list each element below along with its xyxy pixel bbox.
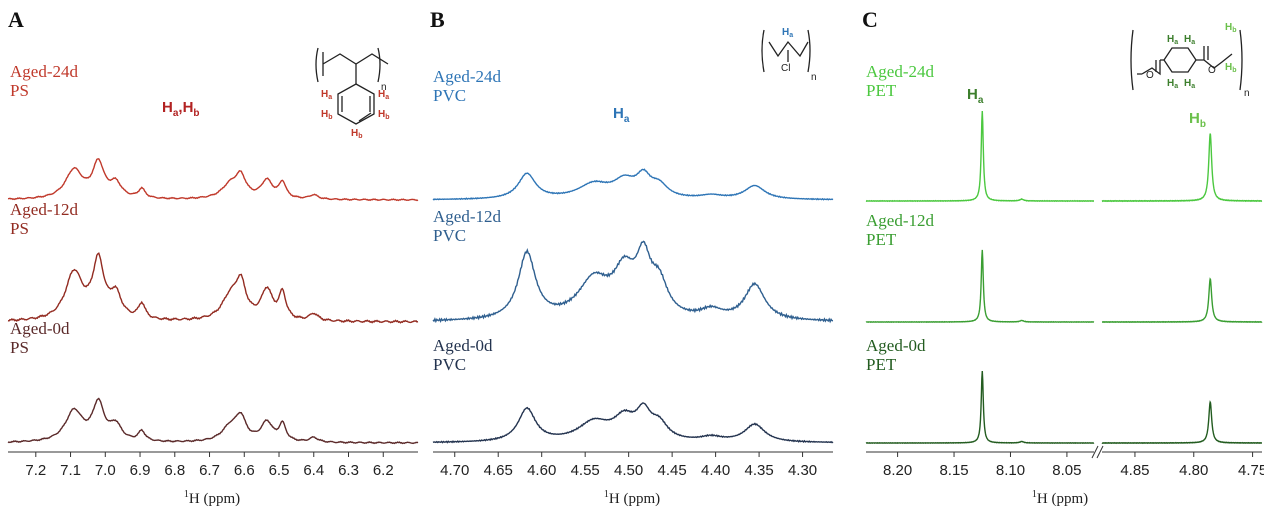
pvc-tick-label-2: 4.60 xyxy=(527,462,556,479)
trace-label-pet-24d: Aged-24d xyxy=(866,62,934,81)
pvc-tick-label-7: 4.35 xyxy=(744,462,773,479)
trace-label-ps-0d: Aged-0d xyxy=(10,319,70,338)
pvc-trace-0 xyxy=(432,168,834,201)
pet-trace-right-0 xyxy=(1101,133,1263,203)
pvc-trace-1 xyxy=(432,240,834,324)
ps-trace-0 xyxy=(7,158,419,202)
trace-label-ps-12d: Aged-12d xyxy=(10,200,78,219)
svg-text:n: n xyxy=(1244,88,1250,99)
trace-label-pet-12d-polymer: PET xyxy=(866,230,897,249)
trace-label-pvc-24d: Aged-24d xyxy=(433,67,501,86)
ps-tick-label-3: 6.9 xyxy=(130,462,151,479)
svg-text:Hb: Hb xyxy=(1225,62,1237,74)
svg-text:Ha: Ha xyxy=(378,89,389,101)
panel-letter-c: C xyxy=(862,7,878,32)
ps-tick-label-4: 6.8 xyxy=(164,462,185,479)
ps-tick-label-7: 6.5 xyxy=(269,462,290,479)
panel-letter-b: B xyxy=(430,7,445,32)
trace-label-pet-0d: Aged-0d xyxy=(866,336,926,355)
pet-trace-left-0 xyxy=(865,110,1095,203)
axis-break-mark xyxy=(1091,445,1104,459)
svg-text:Ha: Ha xyxy=(1184,78,1195,90)
pvc-trace-2 xyxy=(432,402,834,444)
panel-a: A Aged-24d PS Aged-12d PS Aged-0d PS Ha,… xyxy=(7,7,419,507)
svg-text:n: n xyxy=(811,72,817,83)
ps-tick-label-1: 7.1 xyxy=(60,462,81,479)
ps-trace-1 xyxy=(7,252,419,324)
x-axis-title-b: 1H (ppm) xyxy=(604,489,660,507)
pet-tick-label-right-2: 4.75 xyxy=(1238,462,1264,479)
svg-text:Hb: Hb xyxy=(1225,22,1237,34)
spectra-pvc xyxy=(432,168,834,444)
pvc-tick-label-5: 4.45 xyxy=(658,462,687,479)
ps-tick-label-5: 6.7 xyxy=(199,462,220,479)
pet-tick-label-right-1: 4.80 xyxy=(1179,462,1208,479)
svg-text:Ha: Ha xyxy=(782,27,793,39)
pet-trace-left-2 xyxy=(865,370,1095,445)
peak-label-pvc: Ha xyxy=(613,105,630,125)
ps-tick-label-9: 6.3 xyxy=(338,462,359,479)
trace-label-ps-12d-polymer: PS xyxy=(10,219,29,238)
panel-letter-a: A xyxy=(8,7,24,32)
trace-label-pvc-12d-polymer: PVC xyxy=(433,226,466,245)
pet-tick-label-left-1: 8.15 xyxy=(939,462,968,479)
pet-structure: O O Ha Ha Ha Ha Hb Hb n xyxy=(1130,22,1250,99)
pet-trace-right-1 xyxy=(1101,277,1263,324)
x-ticks-a: 7.2 7.1 7.0 6.9 6.8 6.7 6.6 6.5 6.4 6.3 6.2 xyxy=(25,452,394,479)
trace-label-pet-12d: Aged-12d xyxy=(866,211,934,230)
pet-trace-left-1 xyxy=(865,249,1095,324)
peak-label-pet-hb: Hb xyxy=(1189,110,1206,130)
x-ticks-b: 4.70 4.65 4.60 4.55 4.50 4.45 4.40 4.35 4.30 xyxy=(440,452,817,479)
trace-label-ps-24d: Aged-24d xyxy=(10,62,78,81)
trace-label-pvc-0d-polymer: PVC xyxy=(433,355,466,374)
svg-text:n: n xyxy=(381,82,387,93)
pet-tick-label-right-0: 4.85 xyxy=(1120,462,1149,479)
ps-tick-label-10: 6.2 xyxy=(373,462,394,479)
spectra-ps xyxy=(7,158,419,445)
trace-label-ps-0d-polymer: PS xyxy=(10,338,29,357)
trace-label-ps-24d-polymer: PS xyxy=(10,81,29,100)
svg-text:Cl: Cl xyxy=(781,63,790,74)
trace-label-pvc-12d: Aged-12d xyxy=(433,207,501,226)
spectra-pet xyxy=(865,110,1263,445)
svg-text:Hb: Hb xyxy=(321,109,333,121)
pvc-tick-label-6: 4.40 xyxy=(701,462,730,479)
svg-text:Ha: Ha xyxy=(1167,78,1178,90)
panel-c: C Aged-24d PET Aged-12d PET Aged-0d PET … xyxy=(862,7,1264,507)
trace-label-pvc-24d-polymer: PVC xyxy=(433,86,466,105)
x-ticks-c: 8.20 8.15 8.10 8.05 4.85 4.80 4.75 xyxy=(883,452,1264,479)
pvc-tick-label-3: 4.55 xyxy=(571,462,600,479)
pvc-tick-label-1: 4.65 xyxy=(484,462,513,479)
ps-tick-label-6: 6.6 xyxy=(234,462,255,479)
ps-structure: n Ha Ha Hb Hb Hb xyxy=(315,47,390,140)
svg-text:Hb: Hb xyxy=(351,128,363,140)
pvc-tick-label-4: 4.50 xyxy=(614,462,643,479)
ps-tick-label-8: 6.4 xyxy=(303,462,324,479)
trace-label-pvc-0d: Aged-0d xyxy=(433,336,493,355)
pet-tick-label-left-3: 8.05 xyxy=(1052,462,1081,479)
svg-text:Ha: Ha xyxy=(1184,34,1195,46)
pvc-structure: Cl Ha n xyxy=(761,27,817,83)
trace-label-pet-24d-polymer: PET xyxy=(866,81,897,100)
svg-text:Ha: Ha xyxy=(1167,34,1178,46)
svg-text:O: O xyxy=(1208,65,1216,76)
ps-tick-label-0: 7.2 xyxy=(25,462,46,479)
peak-label-pet-ha: Ha xyxy=(967,86,984,106)
trace-label-pet-0d-polymer: PET xyxy=(866,355,897,374)
x-axis-title-c: 1H (ppm) xyxy=(1032,489,1088,507)
panel-b: B Aged-24d PVC Aged-12d PVC Aged-0d PVC … xyxy=(430,7,834,507)
peak-label-ps: Ha,Hb xyxy=(162,99,200,119)
ps-tick-label-2: 7.0 xyxy=(95,462,116,479)
svg-text:O: O xyxy=(1146,70,1154,81)
svg-text:Hb: Hb xyxy=(378,109,390,121)
pvc-tick-label-8: 4.30 xyxy=(788,462,817,479)
pet-trace-right-2 xyxy=(1101,400,1262,445)
ps-trace-2 xyxy=(7,397,419,445)
svg-text:Ha: Ha xyxy=(321,89,332,101)
pvc-tick-label-0: 4.70 xyxy=(440,462,469,479)
pet-tick-label-left-0: 8.20 xyxy=(883,462,912,479)
pet-tick-label-left-2: 8.10 xyxy=(996,462,1025,479)
x-axis-title-a: 1H (ppm) xyxy=(184,489,240,507)
